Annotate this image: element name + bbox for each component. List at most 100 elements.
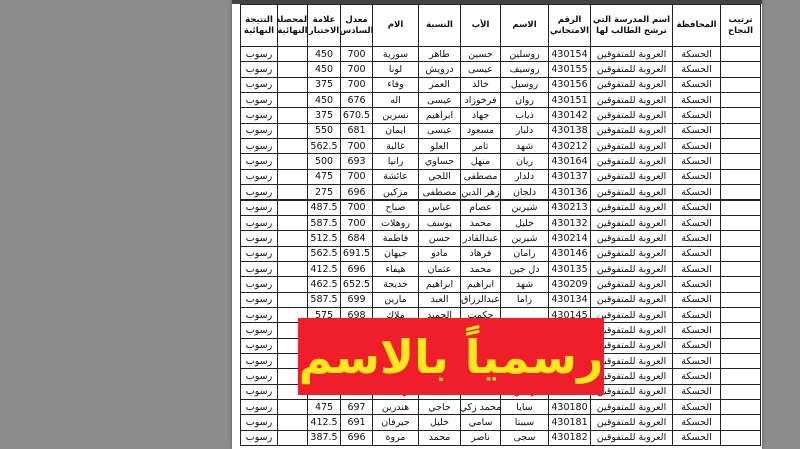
table-cell bbox=[720, 199, 761, 216]
table-cell: رسوب bbox=[240, 291, 278, 308]
table-cell: العروبة للمتفوقين bbox=[590, 153, 673, 170]
table-cell: 387.5 bbox=[307, 429, 341, 447]
table-cell: 430181 bbox=[548, 414, 591, 431]
table-cell: 462.5 bbox=[307, 276, 341, 293]
table-cell: ناصر bbox=[460, 429, 501, 447]
table-cell: 487.5 bbox=[307, 199, 341, 216]
table-cell: الحسكة bbox=[672, 107, 721, 124]
table-cell: ابراهيم bbox=[418, 276, 461, 293]
table-cell: 430156 bbox=[548, 76, 591, 94]
table-cell bbox=[277, 184, 308, 201]
top-strip bbox=[232, 0, 762, 4]
table-cell: عيسى bbox=[418, 92, 461, 109]
table-cell: 691.5 bbox=[340, 245, 373, 262]
table-cell: ابراهيم bbox=[418, 107, 461, 124]
table-cell: عثمان bbox=[418, 260, 461, 278]
header-cell: معدل السادس bbox=[340, 4, 373, 47]
table-cell: 696 bbox=[340, 429, 373, 447]
table-cell: رسوب bbox=[240, 306, 278, 324]
table-cell: 430138 bbox=[548, 122, 591, 140]
table-cell: 587.5 bbox=[307, 291, 341, 308]
table-cell: مصطفى bbox=[418, 184, 461, 201]
banner-text: رسمياً بالاسم bbox=[298, 329, 604, 384]
table-cell: العروبة للمتفوقين bbox=[590, 245, 673, 262]
table-cell bbox=[277, 199, 308, 216]
table-cell: جيرفان bbox=[372, 414, 419, 431]
table-cell: رسوب bbox=[240, 260, 278, 278]
table-cell: مارين bbox=[372, 291, 419, 308]
table-cell: الحسكة bbox=[672, 276, 721, 293]
table-cell: 430209 bbox=[548, 276, 591, 293]
table-cell bbox=[277, 122, 308, 140]
table-cell: الحسكة bbox=[672, 291, 721, 308]
table-cell: 275 bbox=[307, 184, 341, 201]
table-cell: ابراهيم bbox=[460, 276, 501, 293]
table-cell: مادو bbox=[418, 245, 461, 262]
table-cell: العروبة للمتفوقين bbox=[590, 92, 673, 109]
table-cell: اللجي bbox=[418, 168, 461, 186]
table-cell: خليل bbox=[500, 214, 549, 232]
table-cell bbox=[277, 107, 308, 124]
header-cell: المحافظة bbox=[672, 4, 721, 47]
table-cell bbox=[720, 306, 761, 324]
table-cell: مصطفى bbox=[460, 168, 501, 186]
table-cell: 696 bbox=[340, 260, 373, 278]
table-cell bbox=[720, 414, 761, 431]
table-cell: 430214 bbox=[548, 230, 591, 247]
table-cell: 430155 bbox=[548, 61, 591, 78]
table-cell: صباح bbox=[372, 199, 419, 216]
table-cell: عيسى bbox=[418, 122, 461, 140]
table-cell: الحسكة bbox=[672, 122, 721, 140]
table-cell: 430134 bbox=[548, 291, 591, 308]
table-cell: ثامر bbox=[460, 138, 501, 155]
table-cell: 562.5 bbox=[307, 245, 341, 262]
table-cell bbox=[720, 107, 761, 124]
table-cell: العروبة للمتفوقين bbox=[590, 138, 673, 155]
table-cell: عائشة bbox=[372, 168, 419, 186]
table-cell: ذياب bbox=[500, 107, 549, 124]
table-cell: العروبة للمتفوقين bbox=[590, 260, 673, 278]
table-cell: ايمان bbox=[372, 122, 419, 140]
table-cell: 652.5 bbox=[340, 276, 373, 293]
table-cell bbox=[720, 368, 761, 385]
table-cell: الحسكة bbox=[672, 306, 721, 324]
table-cell bbox=[720, 322, 761, 339]
table-cell: الحسكة bbox=[672, 383, 721, 401]
table-cell bbox=[720, 46, 761, 63]
table-cell: 550 bbox=[307, 122, 341, 140]
table-cell: الحسكة bbox=[672, 322, 721, 339]
table-cell: مزكين bbox=[372, 184, 419, 201]
table-cell: رسوب bbox=[240, 337, 278, 354]
table-cell bbox=[720, 184, 761, 201]
table-cell: درويش bbox=[418, 61, 461, 78]
table-cell: هيفاء bbox=[372, 260, 419, 278]
table-cell: رسوب bbox=[240, 230, 278, 247]
table-cell: هندرين bbox=[372, 399, 419, 416]
table-cell: 562.5 bbox=[307, 138, 341, 155]
table-cell: 430180 bbox=[548, 399, 591, 416]
table-cell: الحسكة bbox=[672, 230, 721, 247]
table-cell: نسرين bbox=[372, 107, 419, 124]
table-cell: 684 bbox=[340, 230, 373, 247]
table-cell: حسين bbox=[460, 46, 501, 63]
table-cell: رسوب bbox=[240, 168, 278, 186]
table-cell: حاجي bbox=[418, 399, 461, 416]
table-cell: سايا bbox=[500, 399, 549, 416]
table-cell: فاطمة bbox=[372, 230, 419, 247]
header-cell: الرقم الامتحاني bbox=[548, 4, 591, 47]
table-cell: شهد bbox=[500, 276, 549, 293]
table-cell: دلدار bbox=[500, 168, 549, 186]
table-cell: العلو bbox=[418, 138, 461, 155]
table-cell: روسيل bbox=[500, 76, 549, 94]
table-cell: دلبار bbox=[500, 122, 549, 140]
table-cell: الحسكة bbox=[672, 168, 721, 186]
table-cell: 430135 bbox=[548, 260, 591, 278]
table-cell: الحسكة bbox=[672, 414, 721, 431]
table-cell: 430146 bbox=[548, 245, 591, 262]
table-cell: خليل bbox=[418, 414, 461, 431]
table-cell: فرهاد bbox=[460, 245, 501, 262]
table-cell: رسوب bbox=[240, 245, 278, 262]
table-cell: رسوب bbox=[240, 399, 278, 416]
table-cell: العروبة للمتفوقين bbox=[590, 414, 673, 431]
